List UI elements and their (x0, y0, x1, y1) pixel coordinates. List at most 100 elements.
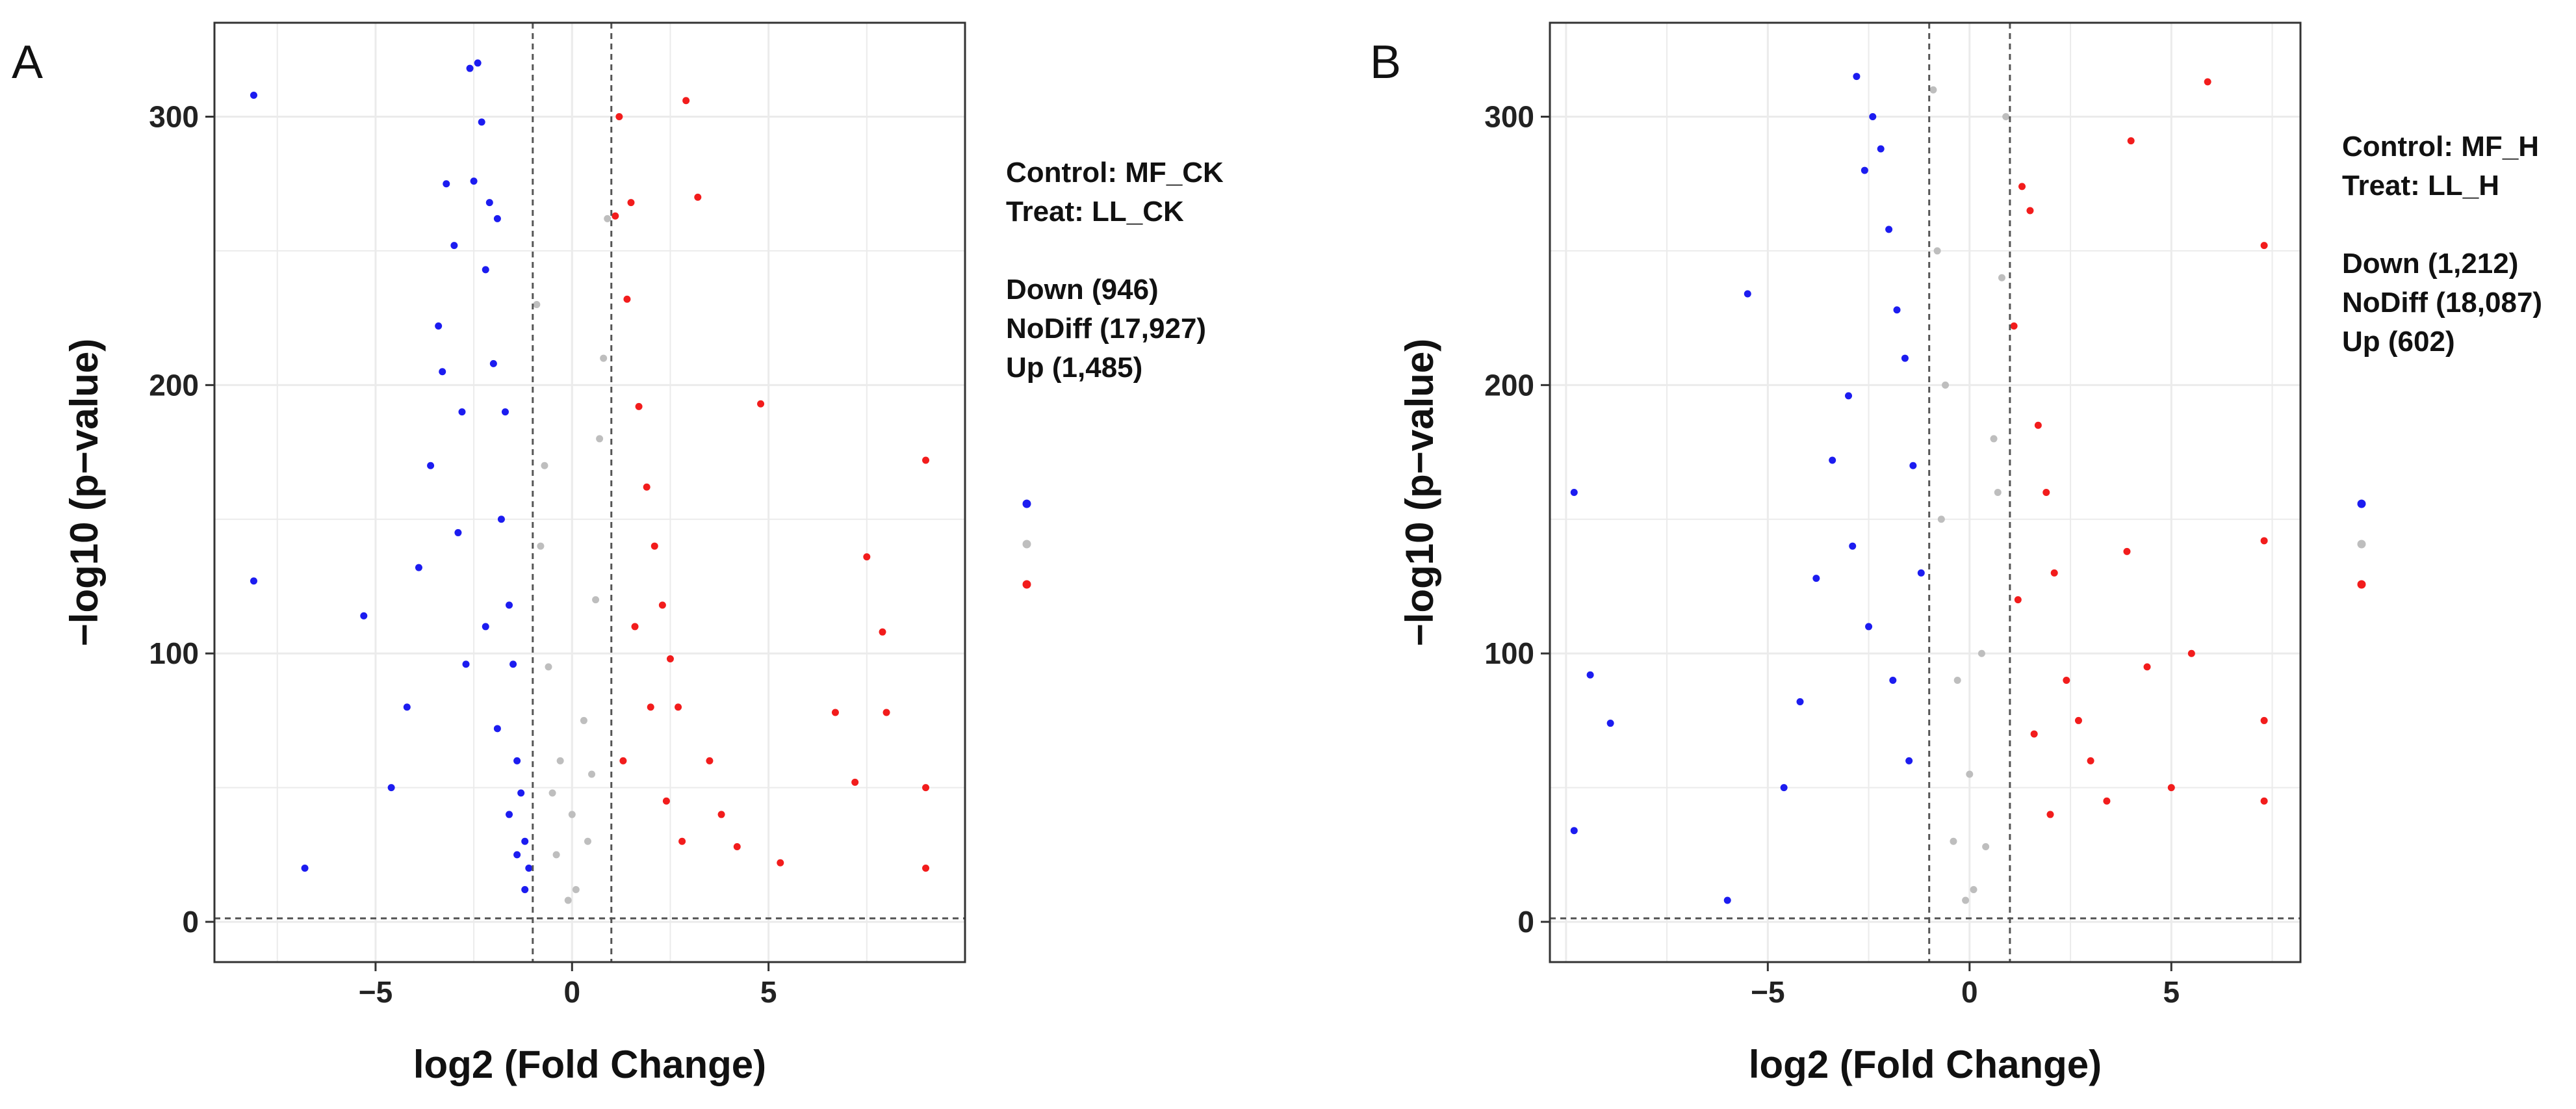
y-tick-label: 300 (1484, 100, 1534, 134)
point-nodiff (1970, 886, 1977, 894)
point-up (2260, 716, 2268, 724)
x-tick-label: 5 (2163, 975, 2180, 1009)
point-nodiff (1966, 770, 1974, 778)
point-nodiff (1962, 896, 1970, 904)
point-down (1901, 354, 1909, 362)
point-nodiff (548, 789, 556, 797)
point-down (493, 215, 501, 222)
point-nodiff (1977, 649, 1985, 657)
point-up (666, 655, 674, 662)
plot-area (1550, 23, 2300, 962)
point-up (2087, 757, 2094, 764)
point-down (513, 757, 521, 764)
point-down (439, 368, 446, 376)
point-down (1917, 569, 1925, 577)
point-up (682, 97, 690, 105)
point-down (1570, 489, 1578, 496)
point-up (2143, 663, 2151, 671)
point-down (497, 515, 505, 523)
point-down (1606, 720, 1614, 727)
point-down (513, 851, 521, 859)
point-down (1829, 456, 1836, 464)
point-down (1780, 784, 1788, 792)
point-down (482, 623, 489, 631)
series-down (250, 59, 533, 894)
point-up (2014, 596, 2022, 604)
point-up (2204, 78, 2211, 86)
data-points (1570, 73, 2268, 904)
point-nodiff (588, 770, 596, 778)
point-down (506, 601, 513, 609)
legend-key-up (2357, 580, 2366, 589)
point-up (631, 623, 639, 631)
y-tick-label: 200 (1484, 368, 1534, 402)
legend-nodiff-label: NoDiff (18,087) (2342, 287, 2542, 319)
point-up (2046, 811, 2054, 818)
point-up (678, 837, 686, 845)
point-up (706, 757, 714, 764)
point-up (922, 865, 930, 872)
point-down (489, 359, 497, 367)
panel-label: B (1370, 36, 1401, 88)
point-down (470, 177, 478, 185)
point-up (2026, 207, 2034, 215)
point-up (733, 842, 741, 850)
point-down (1744, 290, 1751, 298)
point-up (647, 703, 654, 711)
data-points (250, 59, 930, 904)
point-up (2018, 183, 2026, 190)
point-nodiff (537, 542, 545, 550)
point-down (435, 322, 443, 330)
y-tick-label: 200 (149, 368, 199, 402)
point-down (1853, 73, 1861, 81)
point-nodiff (1937, 515, 1945, 523)
point-nodiff (600, 354, 608, 362)
point-down (1905, 757, 1913, 764)
legend-nodiff-label: NoDiff (17,927) (1006, 313, 1206, 345)
point-nodiff (1942, 381, 1950, 389)
point-up (2030, 730, 2038, 738)
point-down (1877, 145, 1885, 153)
point-down (301, 865, 309, 872)
point-up (2103, 797, 2111, 805)
treat-label: Treat: LL_H (2342, 170, 2499, 202)
point-up (2260, 797, 2268, 805)
point-down (458, 408, 466, 416)
point-nodiff (604, 215, 612, 222)
point-down (454, 528, 462, 536)
point-down (521, 886, 529, 894)
point-down (482, 266, 489, 274)
point-down (501, 408, 509, 416)
plot-area (214, 23, 965, 962)
point-down (474, 59, 482, 67)
point-nodiff (552, 851, 560, 859)
point-nodiff (596, 435, 604, 443)
point-down (387, 784, 395, 792)
x-axis-title: log2 (Fold Change) (1749, 1043, 2102, 1086)
legend-key-down (2357, 499, 2366, 508)
point-down (403, 703, 411, 711)
point-up (619, 757, 627, 764)
point-nodiff (568, 811, 576, 818)
point-up (2063, 677, 2070, 684)
series-up (2010, 78, 2268, 818)
x-tick-label: −5 (1751, 975, 1784, 1009)
legend-key-down (1022, 499, 1031, 508)
control-label: Control: MF_H (2342, 131, 2539, 163)
point-up (2042, 489, 2050, 496)
point-up (643, 483, 650, 491)
y-tick-label: 100 (149, 636, 199, 670)
x-tick-label: 0 (1961, 975, 1978, 1009)
y-axis-title: −log10 (p−value) (62, 339, 106, 647)
point-nodiff (1982, 842, 1990, 850)
point-up (777, 859, 784, 867)
point-down (1849, 542, 1857, 550)
point-nodiff (564, 896, 572, 904)
point-down (450, 242, 458, 250)
point-down (1909, 462, 1917, 469)
point-up (2127, 137, 2135, 145)
y-axis-title: −log10 (p−value) (1398, 339, 1441, 647)
point-up (757, 400, 765, 408)
point-down (415, 564, 422, 571)
point-up (2074, 716, 2082, 724)
